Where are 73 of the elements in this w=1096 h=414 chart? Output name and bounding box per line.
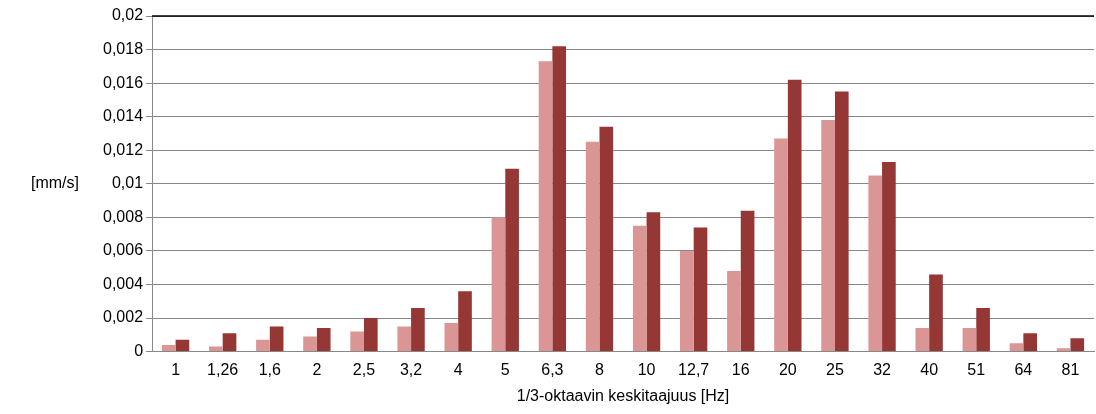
- y-tick-label: 0,006: [102, 241, 144, 259]
- x-tick-label: 10: [637, 360, 656, 378]
- y-tick-label: 0,004: [102, 274, 144, 292]
- y-tick-label: 0,01: [111, 174, 144, 192]
- bar: [599, 126, 614, 352]
- bar: [269, 326, 284, 352]
- bar: [787, 79, 802, 352]
- bar: [505, 168, 519, 352]
- bar: [962, 328, 977, 352]
- x-tick-label: 8: [595, 360, 605, 378]
- bar: [868, 175, 883, 352]
- x-tick-label: 81: [1061, 360, 1080, 378]
- bar: [727, 271, 741, 352]
- x-tick-label: 1,26: [207, 360, 239, 378]
- x-tick-label: 2,5: [352, 360, 376, 378]
- y-tick-label: 0,02: [111, 6, 144, 24]
- x-tick-label: 25: [826, 360, 844, 378]
- x-tick-label: 6,3: [541, 360, 564, 378]
- bar: [209, 346, 223, 352]
- bar: [458, 291, 472, 352]
- x-tick-label: 5: [500, 360, 510, 378]
- bar: [350, 331, 364, 352]
- x-tick-label: 20: [778, 360, 797, 378]
- bar: [256, 339, 270, 352]
- x-axis-title: 1/3-oktaavin keskitaajuus [Hz]: [516, 386, 730, 404]
- x-tick-label: 12,7: [678, 360, 710, 378]
- bar: [915, 328, 930, 352]
- bar: [316, 328, 331, 352]
- bar: [397, 326, 412, 352]
- bar: [222, 333, 237, 352]
- bar: [693, 227, 708, 352]
- bar: [175, 339, 190, 352]
- bar: [680, 250, 694, 352]
- x-tick-label: 32: [873, 360, 892, 378]
- x-tick-label: 3,2: [399, 360, 423, 378]
- y-tick-label: 0,014: [102, 107, 144, 125]
- bar: [444, 323, 459, 352]
- y-tick-label: 0,012: [102, 140, 144, 158]
- bar: [632, 225, 647, 352]
- bar: [1009, 343, 1024, 352]
- y-tick-label: 0: [134, 342, 144, 360]
- bar: [411, 307, 425, 352]
- x-tick-label: 64: [1014, 360, 1033, 378]
- bar: [1023, 333, 1038, 352]
- y-axis-title: [mm/s]: [31, 174, 79, 192]
- x-tick-label: 51: [967, 360, 986, 378]
- bar: [161, 344, 176, 352]
- y-tick-label: 0,018: [102, 39, 144, 57]
- x-tick-label: 1,6: [258, 360, 281, 378]
- bar: [538, 61, 553, 352]
- y-tick-label: 0,002: [102, 308, 144, 326]
- bar: [1070, 338, 1085, 352]
- y-tick-label: 0,016: [102, 73, 144, 91]
- bar: [363, 318, 378, 352]
- bar: [929, 274, 943, 352]
- bar: [491, 217, 506, 352]
- x-tick-label: 40: [920, 360, 939, 378]
- bar: [303, 336, 317, 352]
- x-tick-label: 16: [731, 360, 750, 378]
- bar: [585, 141, 600, 352]
- bar: [774, 138, 788, 352]
- bar: [740, 210, 755, 352]
- x-tick-label: 1: [171, 360, 181, 378]
- y-tick-label: 0,008: [102, 207, 144, 225]
- bar: [552, 46, 567, 352]
- bar: [821, 120, 835, 352]
- x-tick-label: 4: [453, 360, 463, 378]
- bar: [976, 307, 990, 352]
- bar: [834, 91, 849, 352]
- x-tick-label: 2: [312, 360, 322, 378]
- bar: [646, 212, 661, 352]
- bar: [1056, 348, 1071, 352]
- bar: [882, 161, 896, 352]
